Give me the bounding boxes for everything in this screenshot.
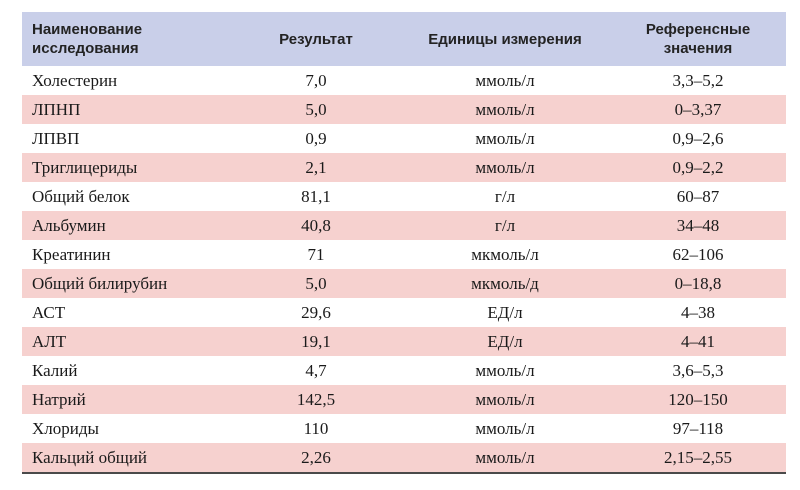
header-result-label: Результат (279, 30, 353, 48)
table-row: Триглицериды 2,1 ммоль/л 0,9–2,2 (22, 153, 786, 182)
cell-units: ЕД/л (487, 302, 523, 322)
header-test-name: Наименование исследования (22, 12, 232, 66)
cell-reference: 0–3,37 (674, 99, 722, 119)
table-row: Натрий 142,5 ммоль/л 120–150 (22, 385, 786, 414)
header-test-name-label: Наименование исследования (32, 21, 143, 57)
header-units: Единицы измерения (400, 12, 610, 66)
header-row: Наименование исследования Результат Един… (22, 12, 786, 66)
cell-units: ммоль/л (475, 157, 535, 177)
cell-reference: 0,9–2,2 (672, 157, 724, 177)
cell-result: 0,9 (305, 128, 327, 148)
cell-reference: 4–38 (681, 302, 715, 322)
cell-units: ммоль/л (475, 418, 535, 438)
cell-result: 5,0 (305, 273, 327, 293)
table-body: Холестерин 7,0 ммоль/л 3,3–5,2 ЛПНП 5,0 ммоль/… (22, 66, 786, 472)
cell-result: 142,5 (296, 389, 336, 409)
cell-reference: 3,3–5,2 (672, 70, 724, 90)
cell-units: мкмоль/л (471, 244, 539, 264)
cell-reference: 60–87 (676, 186, 720, 206)
cell-result: 4,7 (305, 360, 327, 380)
cell-units: ммоль/л (475, 128, 535, 148)
header-reference-label: Референсные значения (645, 21, 751, 57)
table-row: Общий билирубин 5,0 мкмоль/д 0–18,8 (22, 269, 786, 298)
cell-units: ммоль/л (475, 70, 535, 90)
cell-test-name: АСТ (32, 302, 66, 322)
cell-reference: 120–150 (668, 389, 728, 409)
cell-test-name: Общий билирубин (32, 273, 168, 293)
table-row: ЛПНП 5,0 ммоль/л 0–3,37 (22, 95, 786, 124)
table-header: Наименование исследования Результат Един… (22, 12, 786, 66)
cell-units: ммоль/л (475, 447, 535, 467)
cell-result: 29,6 (301, 302, 331, 322)
cell-reference: 62–106 (672, 244, 724, 264)
cell-test-name: ЛПНП (32, 99, 81, 119)
table-row: Хлориды 110 ммоль/л 97–118 (22, 414, 786, 443)
cell-units: ЕД/л (487, 331, 523, 351)
table-row: Креатинин 71 мкмоль/л 62–106 (22, 240, 786, 269)
cell-test-name: Креатинин (32, 244, 111, 264)
cell-units: г/л (494, 215, 516, 235)
cell-test-name: Альбумин (32, 215, 106, 235)
cell-result: 5,0 (305, 99, 327, 119)
cell-reference: 0–18,8 (674, 273, 722, 293)
table-row: АСТ 29,6 ЕД/л 4–38 (22, 298, 786, 327)
cell-test-name: ЛПВП (32, 128, 80, 148)
table-row: Общий белок 81,1 г/л 60–87 (22, 182, 786, 211)
cell-units: ммоль/л (475, 99, 535, 119)
cell-reference: 4–41 (681, 331, 715, 351)
cell-test-name: Калий (32, 360, 78, 380)
table-row: АЛТ 19,1 ЕД/л 4–41 (22, 327, 786, 356)
table-row: Кальций общий 2,26 ммоль/л 2,15–2,55 (22, 443, 786, 472)
lab-results-table-container: Наименование исследования Результат Един… (22, 12, 786, 474)
header-reference: Референсные значения (610, 12, 786, 66)
cell-result: 2,26 (301, 447, 331, 467)
cell-test-name: Холестерин (32, 70, 118, 90)
header-result: Результат (232, 12, 400, 66)
cell-units: ммоль/л (475, 389, 535, 409)
cell-test-name: Натрий (32, 389, 86, 409)
table-row: Альбумин 40,8 г/л 34–48 (22, 211, 786, 240)
table-bottom-rule (22, 472, 786, 474)
cell-result: 7,0 (305, 70, 327, 90)
cell-reference: 34–48 (676, 215, 720, 235)
cell-result: 81,1 (301, 186, 331, 206)
cell-units: г/л (494, 186, 516, 206)
lab-results-table: Наименование исследования Результат Един… (22, 12, 786, 472)
cell-reference: 0,9–2,6 (672, 128, 724, 148)
cell-result: 2,1 (305, 157, 327, 177)
cell-reference: 2,15–2,55 (664, 447, 732, 467)
cell-units: ммоль/л (475, 360, 535, 380)
cell-test-name: АЛТ (32, 331, 67, 351)
cell-test-name: Кальций общий (32, 447, 148, 467)
table-row: Холестерин 7,0 ммоль/л 3,3–5,2 (22, 66, 786, 95)
cell-reference: 3,6–5,3 (672, 360, 724, 380)
cell-result: 110 (303, 418, 329, 438)
cell-units: мкмоль/д (471, 273, 539, 293)
cell-result: 71 (307, 244, 325, 264)
cell-test-name: Триглицериды (32, 157, 138, 177)
table-row: Калий 4,7 ммоль/л 3,6–5,3 (22, 356, 786, 385)
cell-result: 40,8 (301, 215, 331, 235)
header-units-label: Единицы измерения (428, 30, 582, 48)
cell-test-name: Общий белок (32, 186, 130, 206)
cell-result: 19,1 (301, 331, 331, 351)
cell-test-name: Хлориды (32, 418, 99, 438)
table-row: ЛПВП 0,9 ммоль/л 0,9–2,6 (22, 124, 786, 153)
cell-reference: 97–118 (672, 418, 724, 438)
